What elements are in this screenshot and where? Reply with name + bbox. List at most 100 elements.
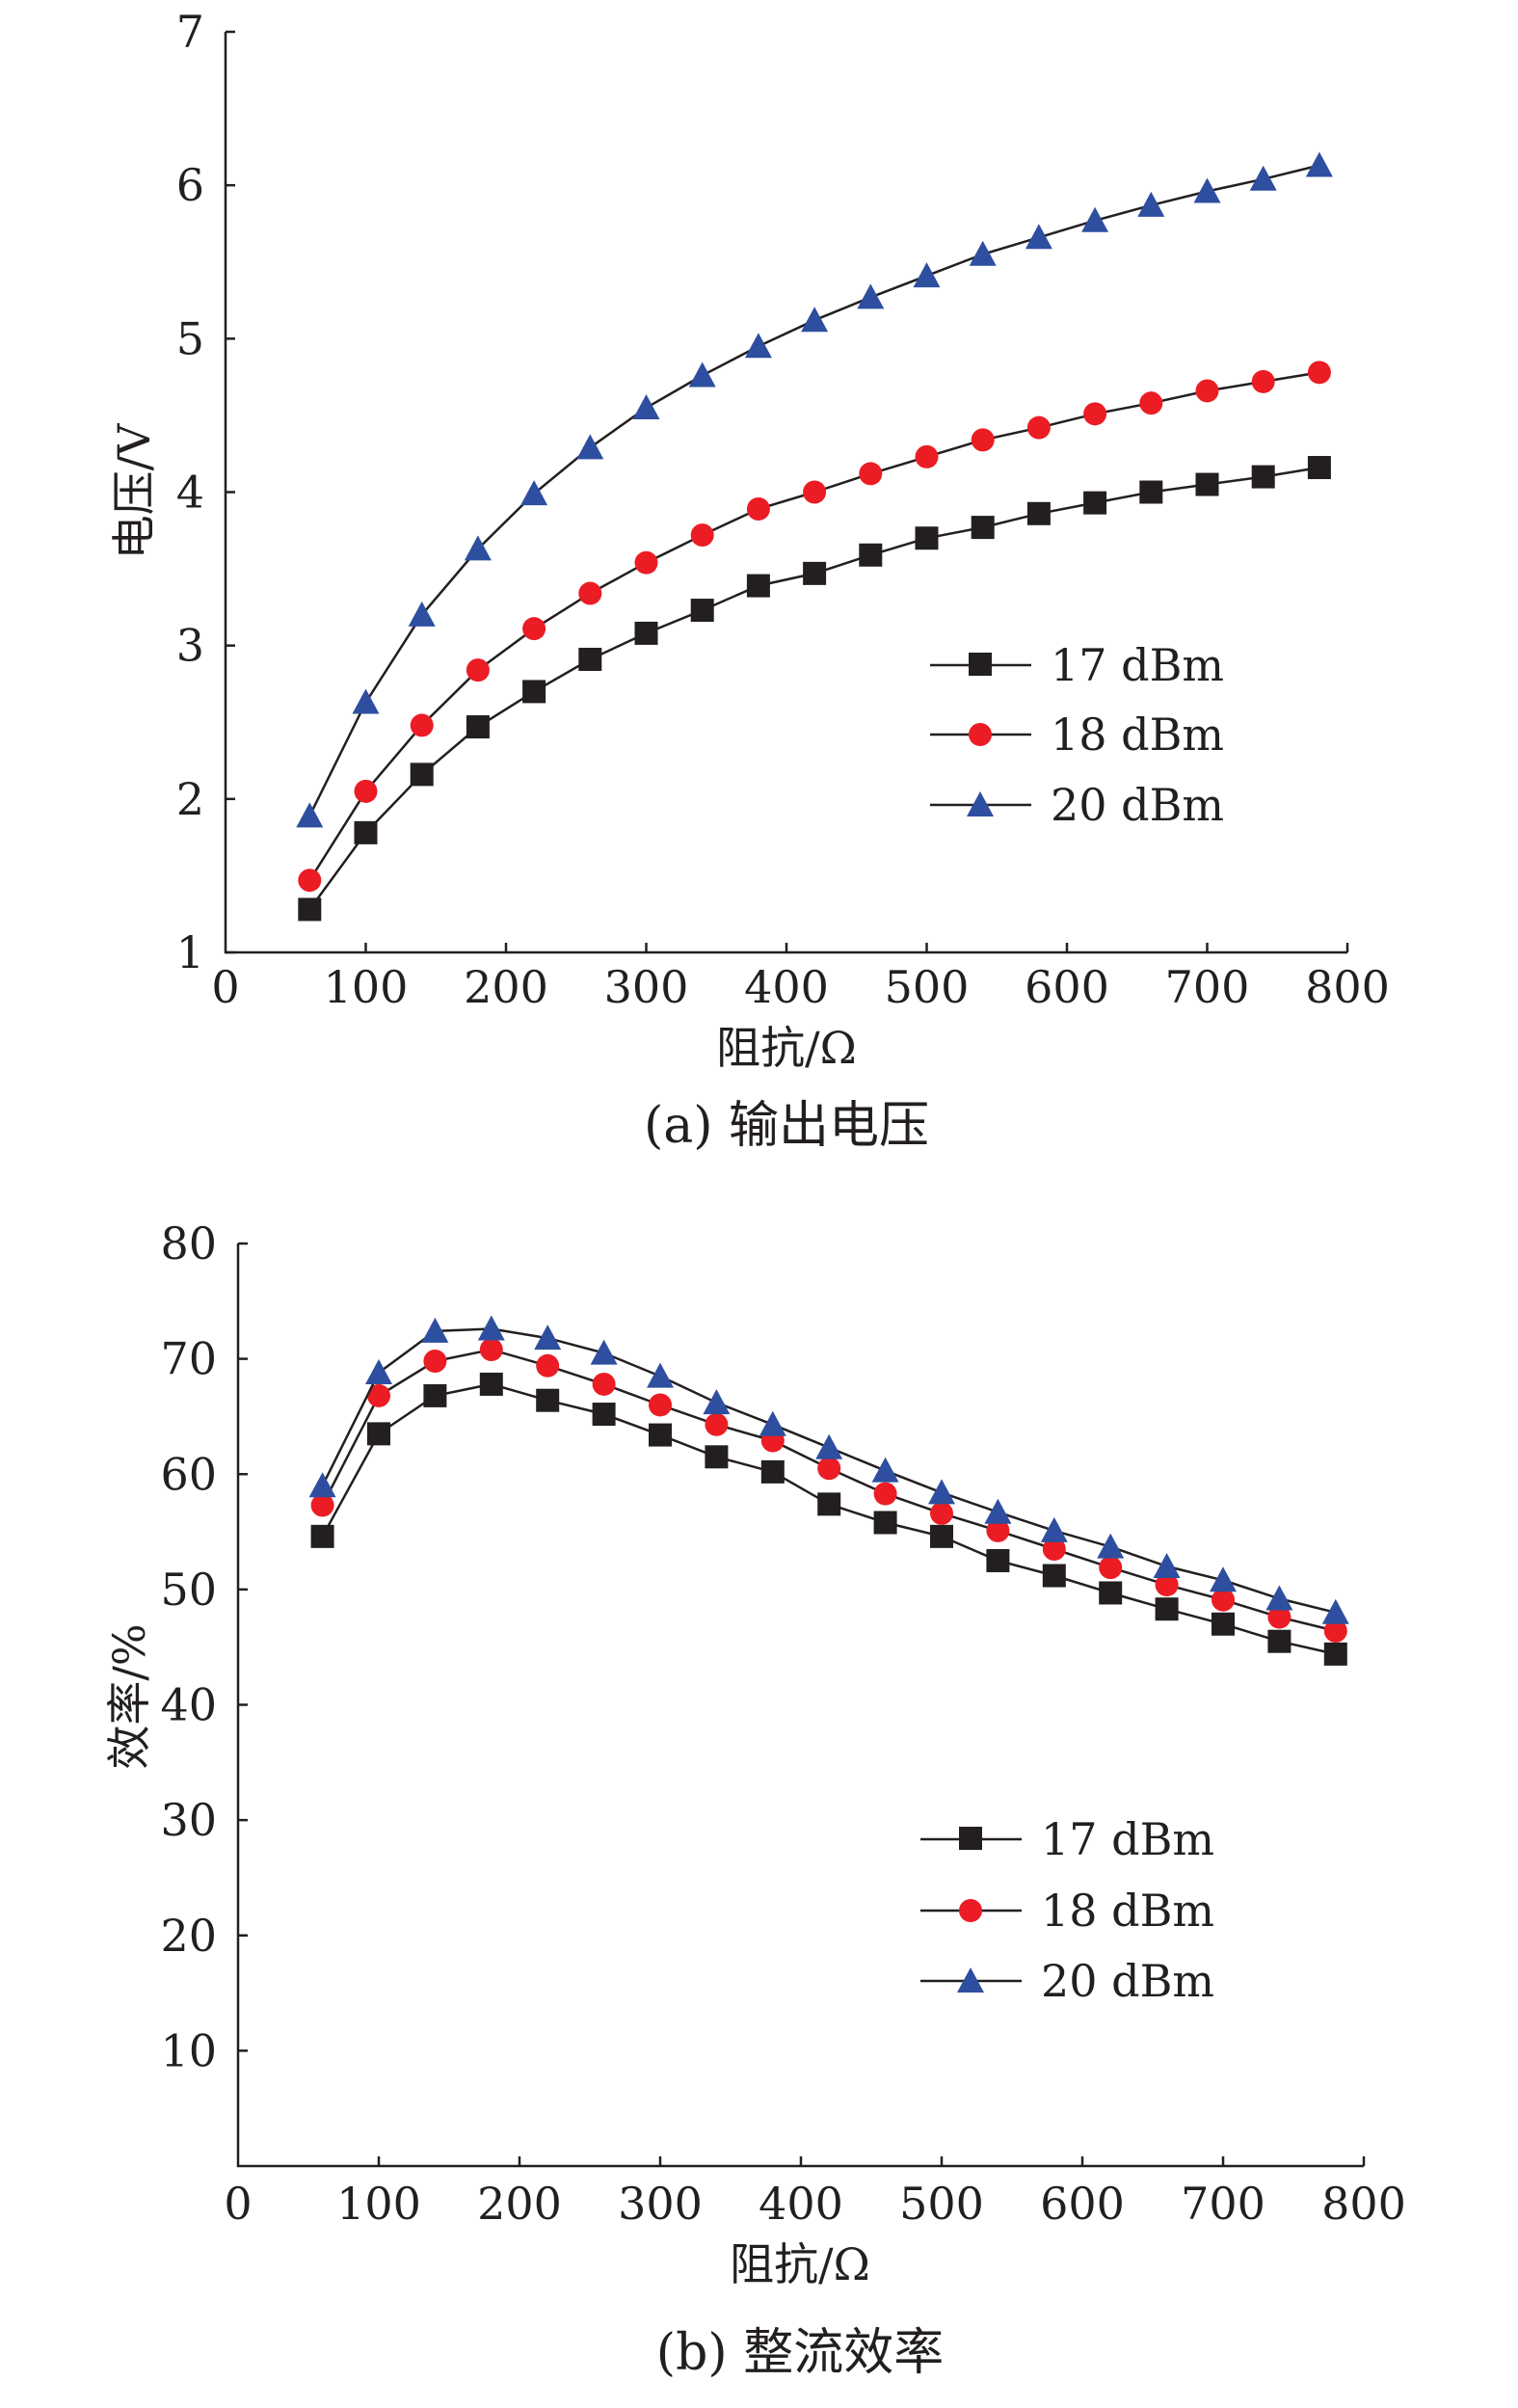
data-point xyxy=(1321,1598,1349,1624)
data-point xyxy=(1267,1605,1292,1629)
efficiency-y-tick-label: 20 xyxy=(160,1910,217,1962)
legend-label-18dbm: 18 dBm xyxy=(1051,709,1224,761)
data-point xyxy=(1251,369,1275,393)
data-point xyxy=(817,1492,841,1516)
data-point xyxy=(969,240,997,266)
data-point xyxy=(522,680,546,704)
voltage-x-tick-label: 600 xyxy=(1025,961,1109,1013)
efficiency-x-tick-label: 400 xyxy=(759,2178,843,2230)
voltage-series-20dbm xyxy=(296,151,1333,828)
data-point xyxy=(576,434,604,460)
legend-marker-circle xyxy=(959,1899,982,1922)
voltage-legend: 17 dBm 18 dBm 20 dBm xyxy=(930,639,1224,831)
data-point xyxy=(592,1403,616,1427)
data-point xyxy=(1083,402,1107,426)
efficiency-caption: (b) 整流效率 xyxy=(656,2324,944,2382)
data-point xyxy=(1212,1588,1235,1612)
data-point xyxy=(971,516,995,540)
data-point xyxy=(1323,1642,1347,1666)
legend-item-20dbm: 20 dBm xyxy=(930,779,1224,831)
legend-marker-square xyxy=(969,653,992,676)
data-point xyxy=(1305,151,1333,177)
voltage-x-tick-label: 500 xyxy=(885,961,970,1013)
data-point xyxy=(1155,1573,1179,1597)
data-point xyxy=(915,444,939,468)
data-point xyxy=(760,1459,785,1484)
voltage-y-axis-label: 电压/V xyxy=(108,423,160,559)
data-point xyxy=(817,1457,841,1481)
data-point xyxy=(365,1358,392,1384)
legend-item-20dbm: 20 dBm xyxy=(920,1955,1214,2007)
data-point xyxy=(590,1339,618,1365)
data-point xyxy=(352,688,380,714)
data-point xyxy=(522,617,546,641)
data-point xyxy=(1026,501,1051,525)
efficiency-axes xyxy=(236,1244,1364,2168)
efficiency-x-tick-label: 500 xyxy=(899,2178,984,2230)
data-point xyxy=(915,526,939,550)
data-point xyxy=(592,1372,616,1396)
data-point xyxy=(423,1383,447,1407)
data-point xyxy=(1210,1566,1237,1592)
data-point xyxy=(534,1324,562,1351)
series-line xyxy=(321,1382,1337,1656)
data-point xyxy=(803,480,827,504)
efficiency-y-tick-label: 60 xyxy=(160,1448,217,1500)
voltage-x-axis-label: 阻抗/Ω xyxy=(716,1022,857,1074)
legend-marker-triangle xyxy=(967,791,994,816)
data-point xyxy=(296,802,324,828)
voltage-y-tick-label: 7 xyxy=(176,6,204,58)
data-point xyxy=(1307,361,1331,385)
data-point xyxy=(857,283,885,309)
legend-marker-triangle xyxy=(957,1967,984,1993)
efficiency-y-tick-label: 30 xyxy=(160,1794,217,1846)
data-point xyxy=(971,428,995,452)
data-point xyxy=(354,779,378,803)
efficiency-legend: 17 dBm 18 dBm 20 dBm xyxy=(920,1813,1214,2007)
data-point xyxy=(310,1493,334,1517)
data-point xyxy=(354,820,378,844)
data-point xyxy=(984,1498,1012,1524)
efficiency-x-tick-label: 0 xyxy=(224,2178,252,2230)
efficiency-y-axis-label: 效率/% xyxy=(103,1623,155,1769)
data-point xyxy=(1267,1629,1292,1653)
efficiency-x-tick-label: 600 xyxy=(1040,2178,1125,2230)
data-point xyxy=(464,535,492,561)
data-point xyxy=(1195,379,1219,403)
data-point xyxy=(873,1511,897,1535)
data-point xyxy=(1137,191,1165,217)
legend-item-18dbm: 18 dBm xyxy=(920,1885,1214,1937)
data-point xyxy=(298,869,322,893)
efficiency-y-tick-label: 10 xyxy=(160,2024,217,2076)
data-point xyxy=(1099,1581,1123,1605)
efficiency-x-tick-label: 100 xyxy=(336,2178,421,2230)
voltage-x-tick-label: 800 xyxy=(1305,961,1390,1013)
data-point xyxy=(649,1393,672,1417)
voltage-y-tick-label: 3 xyxy=(176,620,204,672)
data-point xyxy=(647,1362,674,1388)
data-point xyxy=(986,1548,1010,1572)
data-point xyxy=(310,1524,334,1548)
data-point xyxy=(705,1445,729,1469)
data-point xyxy=(801,307,829,333)
legend-label-17dbm: 17 dBm xyxy=(1041,1813,1214,1865)
data-point xyxy=(703,1389,731,1415)
data-point xyxy=(859,462,883,486)
efficiency-x-tick-label: 300 xyxy=(618,2178,703,2230)
data-point xyxy=(477,1315,505,1341)
data-point xyxy=(634,621,658,645)
data-point xyxy=(479,1372,503,1396)
data-point xyxy=(1323,1619,1347,1643)
voltage-series-17dbm xyxy=(298,456,1331,922)
voltage-y-tick-label: 1 xyxy=(176,926,204,978)
data-point xyxy=(759,1410,786,1436)
legend-item-17dbm: 17 dBm xyxy=(920,1813,1214,1865)
data-point xyxy=(1251,465,1275,489)
data-point xyxy=(367,1383,390,1407)
efficiency-x-tick-label: 800 xyxy=(1321,2178,1406,2230)
voltage-x-tick-label: 300 xyxy=(604,961,689,1013)
data-point xyxy=(1249,165,1277,191)
legend-marker-square xyxy=(959,1827,982,1850)
efficiency-y-tick-label: 70 xyxy=(160,1333,217,1385)
